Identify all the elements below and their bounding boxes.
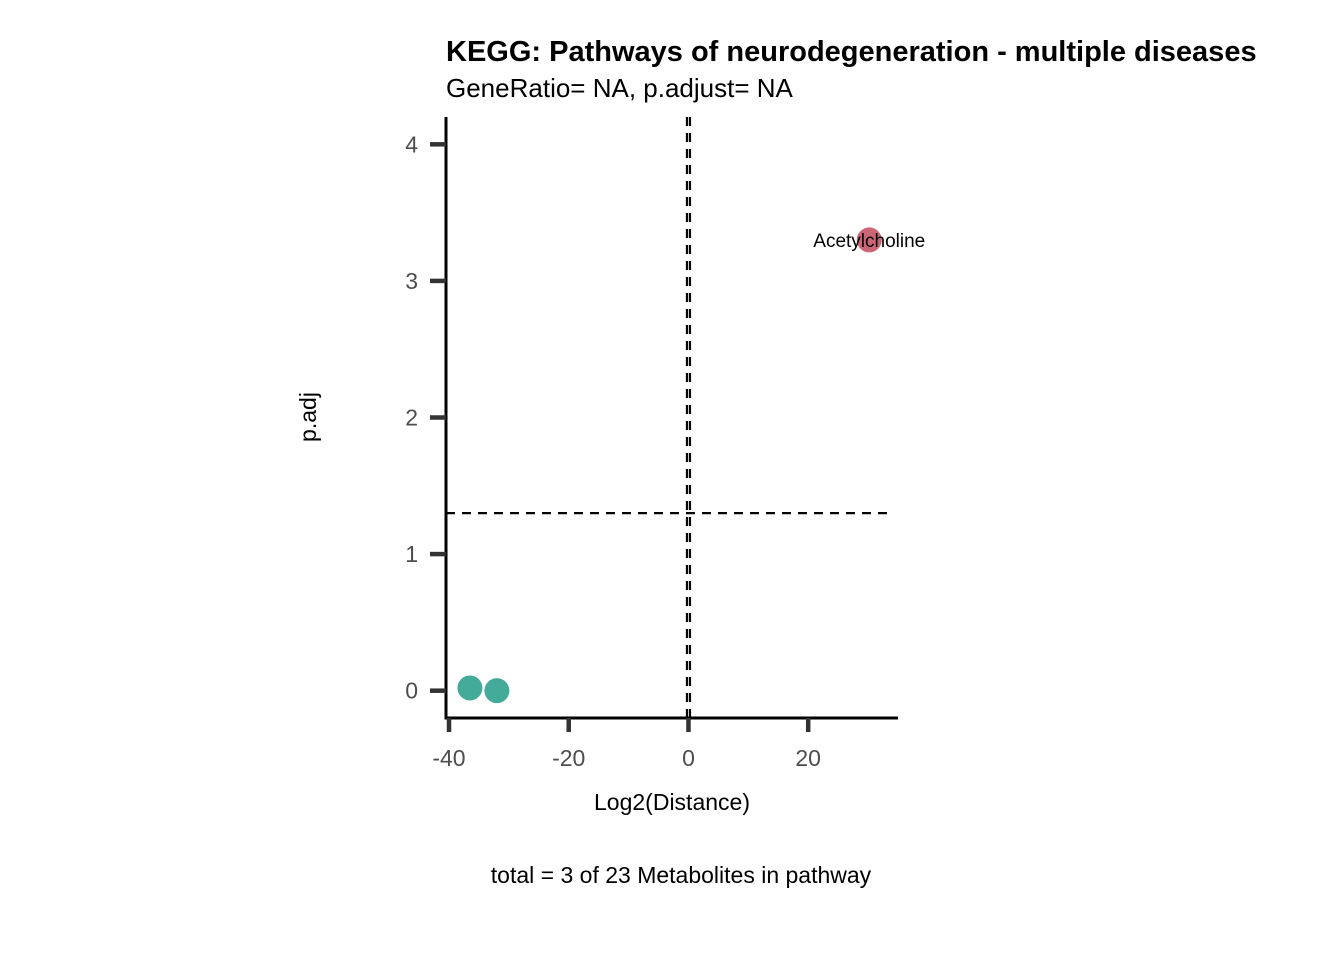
y-tick-label: 0 xyxy=(405,678,418,704)
chart-caption: total = 3 of 23 Metabolites in pathway xyxy=(491,862,872,888)
data-point xyxy=(484,678,510,704)
x-tick-label: -40 xyxy=(432,745,465,771)
data-points: Acetylcholine xyxy=(457,227,925,704)
y-tick-label: 3 xyxy=(405,268,418,294)
x-axis-title: Log2(Distance) xyxy=(594,789,750,815)
x-tick-label: 0 xyxy=(682,745,695,771)
data-point xyxy=(856,227,882,253)
axes xyxy=(444,117,898,720)
point-label: Acetylcholine xyxy=(813,231,925,252)
y-axis-title: p.adj xyxy=(295,392,321,442)
y-tick-label: 1 xyxy=(405,541,418,567)
x-tick-label: 20 xyxy=(795,745,821,771)
data-point xyxy=(457,675,483,701)
ticks: -40 -20 0 20 0 1 2 3 4 xyxy=(405,131,821,771)
y-tick-label: 2 xyxy=(405,405,418,431)
chart-subtitle: GeneRatio= NA, p.adjust= NA xyxy=(446,73,794,103)
x-tick-label: -20 xyxy=(552,745,585,771)
y-tick-label: 4 xyxy=(405,131,418,157)
chart-title: KEGG: Pathways of neurodegeneration - mu… xyxy=(446,36,1257,68)
reference-lines xyxy=(446,117,892,718)
